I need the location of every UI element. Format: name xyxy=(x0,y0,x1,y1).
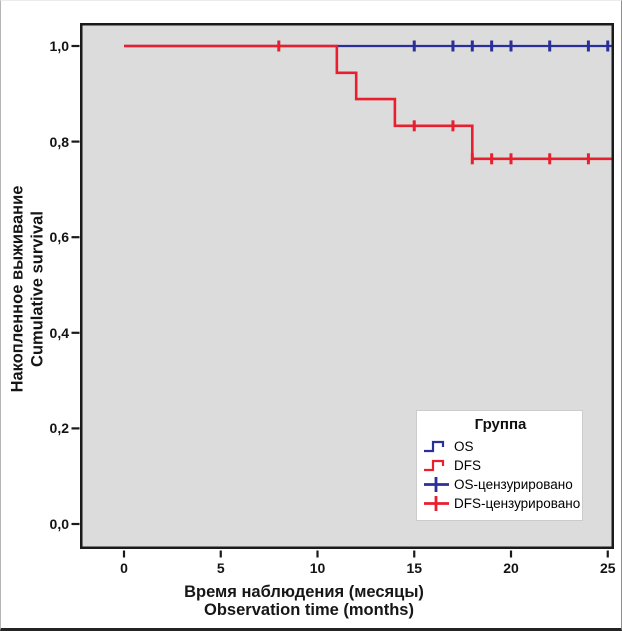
y-tick-label: 0,0 xyxy=(49,516,69,532)
y-axis-title-ru: Накопленное выживание xyxy=(8,185,27,393)
step-line-icon xyxy=(424,440,445,453)
legend-entry: OS-цензурировано xyxy=(423,475,578,494)
legend-entry: DFS xyxy=(423,456,578,475)
legend-entry: OS xyxy=(423,437,578,456)
step-line-icon xyxy=(424,459,445,472)
x-tick-label: 10 xyxy=(309,560,326,576)
y-tick-label: 0,4 xyxy=(49,324,69,341)
censor-plus-icon xyxy=(424,477,449,492)
legend-entry-label: DFS-цензурировано xyxy=(454,496,581,511)
y-tick-label: 0,6 xyxy=(49,229,69,246)
x-tick-label: 15 xyxy=(406,560,423,576)
x-axis-title-en: Observation time (months) xyxy=(204,601,414,619)
legend-entry: DFS-цензурировано xyxy=(423,494,581,513)
y-tick-label: 0,8 xyxy=(49,133,69,150)
legend-title: Группа xyxy=(474,416,527,433)
x-tick-label: 5 xyxy=(216,560,225,576)
legend-entry-label: OS-цензурировано xyxy=(454,477,573,492)
x-tick-label: 25 xyxy=(599,560,616,576)
dfs-survival-curve xyxy=(124,44,612,161)
y-tick-label: 0,2 xyxy=(49,420,69,437)
x-tick-label: 20 xyxy=(503,560,519,576)
legend-box: Группа OS DFS OS-цензурировано DFS-цензурир… xyxy=(416,410,583,521)
legend-entry-label: OS xyxy=(454,439,474,454)
x-axis-title-ru: Время наблюдения (месяцы) xyxy=(184,583,424,601)
legend-entry-label: DFS xyxy=(454,458,481,473)
legend-entries: OS DFS OS-цензурировано DFS-цензурировано xyxy=(423,437,581,513)
x-tick-label: 0 xyxy=(120,560,128,576)
censor-plus-icon xyxy=(424,496,449,511)
y-tick-label: 1,0 xyxy=(49,38,69,54)
